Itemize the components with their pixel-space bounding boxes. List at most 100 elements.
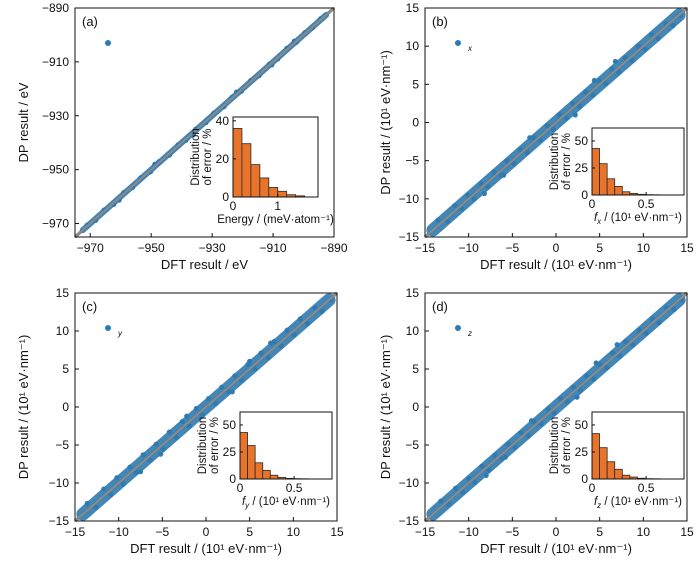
legend-label-subscript: y bbox=[117, 329, 123, 338]
inset-y-tick-label: 0 bbox=[581, 188, 588, 202]
x-tick-label: 0 bbox=[553, 525, 560, 539]
y-tick-label: 0 bbox=[412, 400, 419, 414]
data-point bbox=[604, 364, 610, 371]
y-tick-label: 10 bbox=[406, 324, 420, 338]
y-tick-label: −15 bbox=[399, 514, 420, 528]
y-tick-label: −5 bbox=[405, 438, 419, 452]
y-axis-label: DP result / (10¹ eV·nm⁻¹) bbox=[16, 335, 31, 480]
data-point bbox=[120, 481, 126, 487]
inset-y-tick-label: 50 bbox=[223, 418, 237, 432]
data-point bbox=[108, 491, 114, 497]
legend-label: x bbox=[467, 44, 473, 53]
data-point bbox=[114, 475, 120, 481]
data-point bbox=[147, 457, 153, 463]
x-tick-label: 5 bbox=[596, 525, 603, 539]
data-point bbox=[570, 384, 577, 390]
inset-frame bbox=[232, 116, 319, 198]
data-point bbox=[569, 100, 576, 107]
data-point bbox=[153, 441, 159, 447]
inset-y-tick-label: 25 bbox=[575, 161, 589, 175]
inset-x-tick-label: 0.5 bbox=[286, 481, 303, 495]
x-tick-label: −10 bbox=[108, 525, 129, 539]
data-point bbox=[179, 418, 186, 425]
legend-label-subscript: z bbox=[467, 329, 472, 338]
y-tick-label: 15 bbox=[406, 1, 420, 15]
y-axis-label-main: DP result / eV bbox=[16, 82, 31, 162]
data-point bbox=[614, 342, 620, 348]
y-axis-label: DP result / (10¹ eV·nm⁻¹) bbox=[378, 335, 393, 480]
data-point bbox=[563, 115, 570, 121]
data-point bbox=[583, 373, 590, 379]
inset-x-axis-label-main: f bbox=[242, 496, 247, 508]
y-tick-label: −5 bbox=[55, 438, 69, 452]
data-point bbox=[291, 332, 297, 338]
data-point bbox=[577, 387, 584, 393]
data-point bbox=[479, 463, 485, 469]
legend-label: z bbox=[467, 329, 472, 338]
y-tick-label: 10 bbox=[56, 324, 70, 338]
y-axis-label: DP result / (10¹ eV·nm⁻¹) bbox=[378, 50, 393, 195]
inset-x-tick-label: 0.5 bbox=[638, 481, 655, 495]
inset-y-tick-label: 0 bbox=[229, 472, 236, 486]
data-point bbox=[630, 342, 636, 348]
inset-y-tick-label: 50 bbox=[575, 134, 589, 148]
data-point bbox=[591, 77, 598, 84]
y-axis-label-main: DP result / (10¹ eV·nm⁻¹) bbox=[378, 50, 393, 195]
panel-label: (b) bbox=[432, 14, 448, 29]
data-point bbox=[512, 444, 518, 450]
histogram-bar bbox=[239, 432, 248, 480]
histogram-bar bbox=[277, 190, 288, 198]
y-tick-label: −950 bbox=[42, 163, 69, 177]
data-point bbox=[239, 377, 245, 383]
data-point bbox=[616, 69, 622, 75]
histogram-bar bbox=[614, 468, 623, 480]
y-tick-label: 15 bbox=[406, 286, 420, 300]
x-axis-label: DFT result / (10¹ eV·nm⁻¹) bbox=[480, 257, 632, 272]
data-point bbox=[199, 412, 206, 418]
data-point bbox=[127, 464, 133, 470]
data-point bbox=[478, 180, 484, 187]
data-point bbox=[609, 66, 615, 72]
x-tick-label: −15 bbox=[65, 525, 86, 539]
data-point bbox=[517, 146, 523, 152]
inset-x-tick-label: 1 bbox=[274, 199, 281, 213]
y-axis-label-main: DP result / (10¹ eV·nm⁻¹) bbox=[16, 335, 31, 480]
histogram-bar bbox=[254, 462, 264, 480]
data-point bbox=[629, 58, 635, 64]
data-point bbox=[617, 353, 623, 359]
inset-y-tick-label: 25 bbox=[223, 445, 237, 459]
histogram-bar bbox=[599, 447, 608, 480]
data-point bbox=[593, 360, 599, 366]
x-tick-label: 5 bbox=[246, 525, 253, 539]
data-point bbox=[525, 433, 531, 439]
x-tick-label: 5 bbox=[596, 241, 603, 255]
histogram-bar bbox=[621, 474, 631, 480]
x-axis-label: DFT result / (10¹ eV·nm⁻¹) bbox=[130, 541, 282, 556]
data-point bbox=[133, 469, 139, 475]
data-point bbox=[184, 413, 190, 419]
data-point bbox=[623, 339, 629, 345]
data-point bbox=[265, 355, 271, 361]
data-point bbox=[213, 400, 219, 406]
y-tick-label: 5 bbox=[62, 362, 69, 376]
inset-x-axis-label-tail: / (10¹ eV·nm⁻¹) bbox=[249, 496, 330, 508]
data-point bbox=[610, 350, 616, 356]
data-point bbox=[643, 330, 649, 336]
y-tick-label: −910 bbox=[42, 55, 69, 69]
x-tick-label: 15 bbox=[680, 241, 694, 255]
x-tick-label: −930 bbox=[199, 241, 226, 255]
x-axis-label-main: DFT result / (10¹ eV·nm⁻¹) bbox=[130, 541, 282, 556]
data-point bbox=[501, 172, 507, 178]
x-tick-label: 0 bbox=[553, 241, 560, 255]
data-point bbox=[304, 320, 310, 326]
data-point bbox=[671, 307, 677, 313]
histogram-bar bbox=[268, 187, 279, 198]
histogram-bar bbox=[606, 461, 616, 480]
inset-x-axis-label-main: Energy / (meV·atom⁻¹) bbox=[217, 214, 334, 226]
data-point bbox=[550, 126, 556, 132]
x-tick-label: −15 bbox=[415, 241, 436, 255]
diagonal-line-overlay bbox=[424, 292, 688, 522]
diagonal-line-overlay bbox=[424, 7, 688, 238]
x-tick-label: 15 bbox=[680, 525, 694, 539]
